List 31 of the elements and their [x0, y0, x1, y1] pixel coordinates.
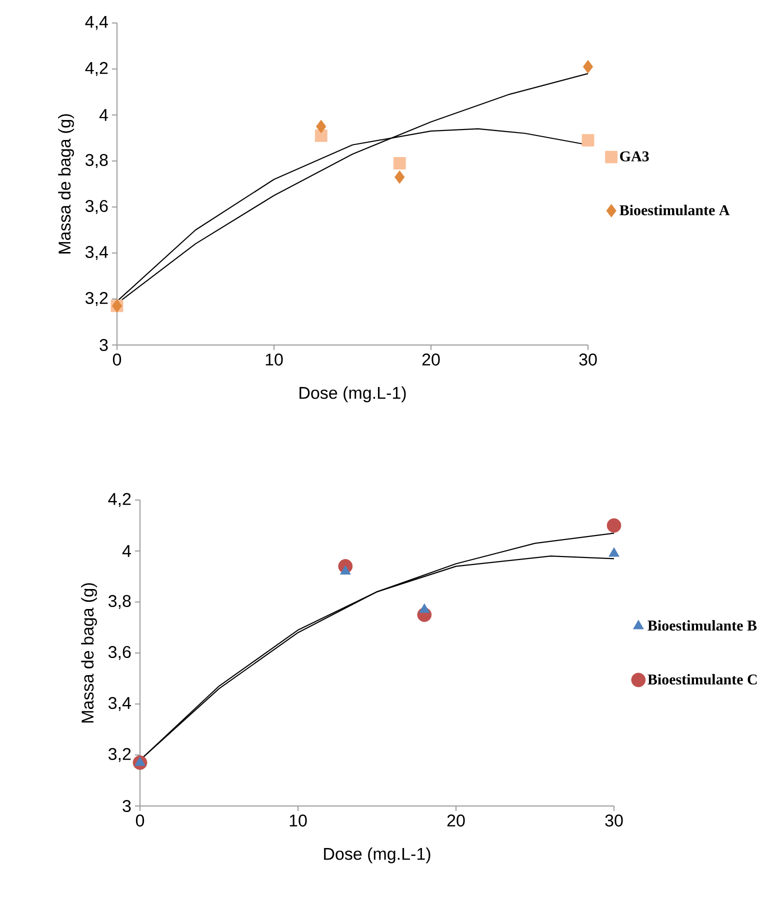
y-axis-title: Massa de baga (g) [58, 114, 74, 254]
x-tick-label: 30 [579, 354, 597, 366]
y-tick-label: 4,2 [85, 62, 108, 76]
x-tick-label: 10 [266, 354, 283, 366]
x-tick-label: 0 [136, 814, 144, 827]
y-tick-label: 4,2 [108, 492, 131, 508]
x-tick-label: 30 [605, 814, 623, 827]
x-tick-label: 20 [447, 814, 465, 827]
y-tick-label: 4,4 [85, 16, 108, 30]
y-tick-label: 3,6 [85, 200, 108, 214]
y-tick-label: 3 [122, 800, 131, 812]
y-tick-label: 3 [100, 338, 108, 352]
y-tick-label: 3,4 [85, 246, 108, 260]
y-tick-label: 3,4 [108, 696, 131, 712]
x-axis-title: Dose (mg.L-1) [300, 386, 406, 402]
y-tick-label: 3,6 [108, 646, 131, 660]
y-axis-title: Massa de baga (g) [81, 583, 97, 722]
legend-label: Bioestimulante C [648, 674, 757, 685]
legend-label: Bioestimulante B [648, 620, 757, 631]
y-tick-label: 3,2 [108, 748, 131, 762]
y-tick-label: 4 [99, 109, 108, 121]
legend-label: GA3 [620, 151, 649, 162]
y-tick-label: 3,8 [108, 594, 131, 610]
y-tick-label: 3,8 [85, 154, 108, 168]
x-tick-label: 10 [290, 814, 307, 827]
y-tick-label: 3,2 [85, 292, 108, 306]
x-tick-label: 20 [422, 354, 440, 366]
x-tick-label: 0 [112, 354, 122, 366]
y-tick-label: 4 [122, 545, 131, 557]
legend-label: Bioestimulante A [620, 204, 730, 216]
x-axis-title: Dose (mg.L-1) [324, 847, 430, 864]
